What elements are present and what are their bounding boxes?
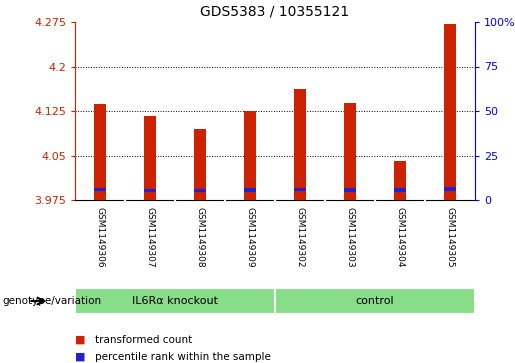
Bar (244, 111, 256, 200)
Bar (444, 24, 456, 200)
Bar (294, 188, 306, 191)
Text: transformed count: transformed count (95, 335, 192, 345)
Text: GSM1149305: GSM1149305 (445, 207, 455, 268)
Bar (294, 89, 306, 200)
Text: control: control (356, 296, 394, 306)
Bar (144, 189, 156, 192)
Bar (194, 129, 206, 200)
Text: GSM1149309: GSM1149309 (246, 207, 254, 268)
Bar (194, 189, 206, 192)
Bar (344, 103, 356, 200)
Text: ■: ■ (75, 352, 85, 362)
Bar (244, 188, 256, 192)
Bar (394, 162, 406, 200)
Bar (144, 116, 156, 200)
Bar (94, 104, 106, 200)
Bar (75, 288, 275, 314)
Text: ■: ■ (75, 335, 85, 345)
Text: genotype/variation: genotype/variation (3, 296, 101, 306)
Text: GSM1149308: GSM1149308 (196, 207, 204, 268)
Title: GDS5383 / 10355121: GDS5383 / 10355121 (200, 4, 350, 18)
Bar (344, 188, 356, 192)
Bar (275, 288, 475, 314)
Text: GSM1149306: GSM1149306 (95, 207, 105, 268)
Text: IL6Rα knockout: IL6Rα knockout (132, 296, 218, 306)
Bar (394, 188, 406, 192)
Text: GSM1149302: GSM1149302 (296, 207, 304, 267)
Bar (444, 187, 456, 191)
Text: percentile rank within the sample: percentile rank within the sample (95, 352, 270, 362)
Text: GSM1149307: GSM1149307 (146, 207, 154, 268)
Text: GSM1149304: GSM1149304 (396, 207, 404, 267)
Bar (94, 188, 106, 191)
Text: GSM1149303: GSM1149303 (346, 207, 354, 268)
